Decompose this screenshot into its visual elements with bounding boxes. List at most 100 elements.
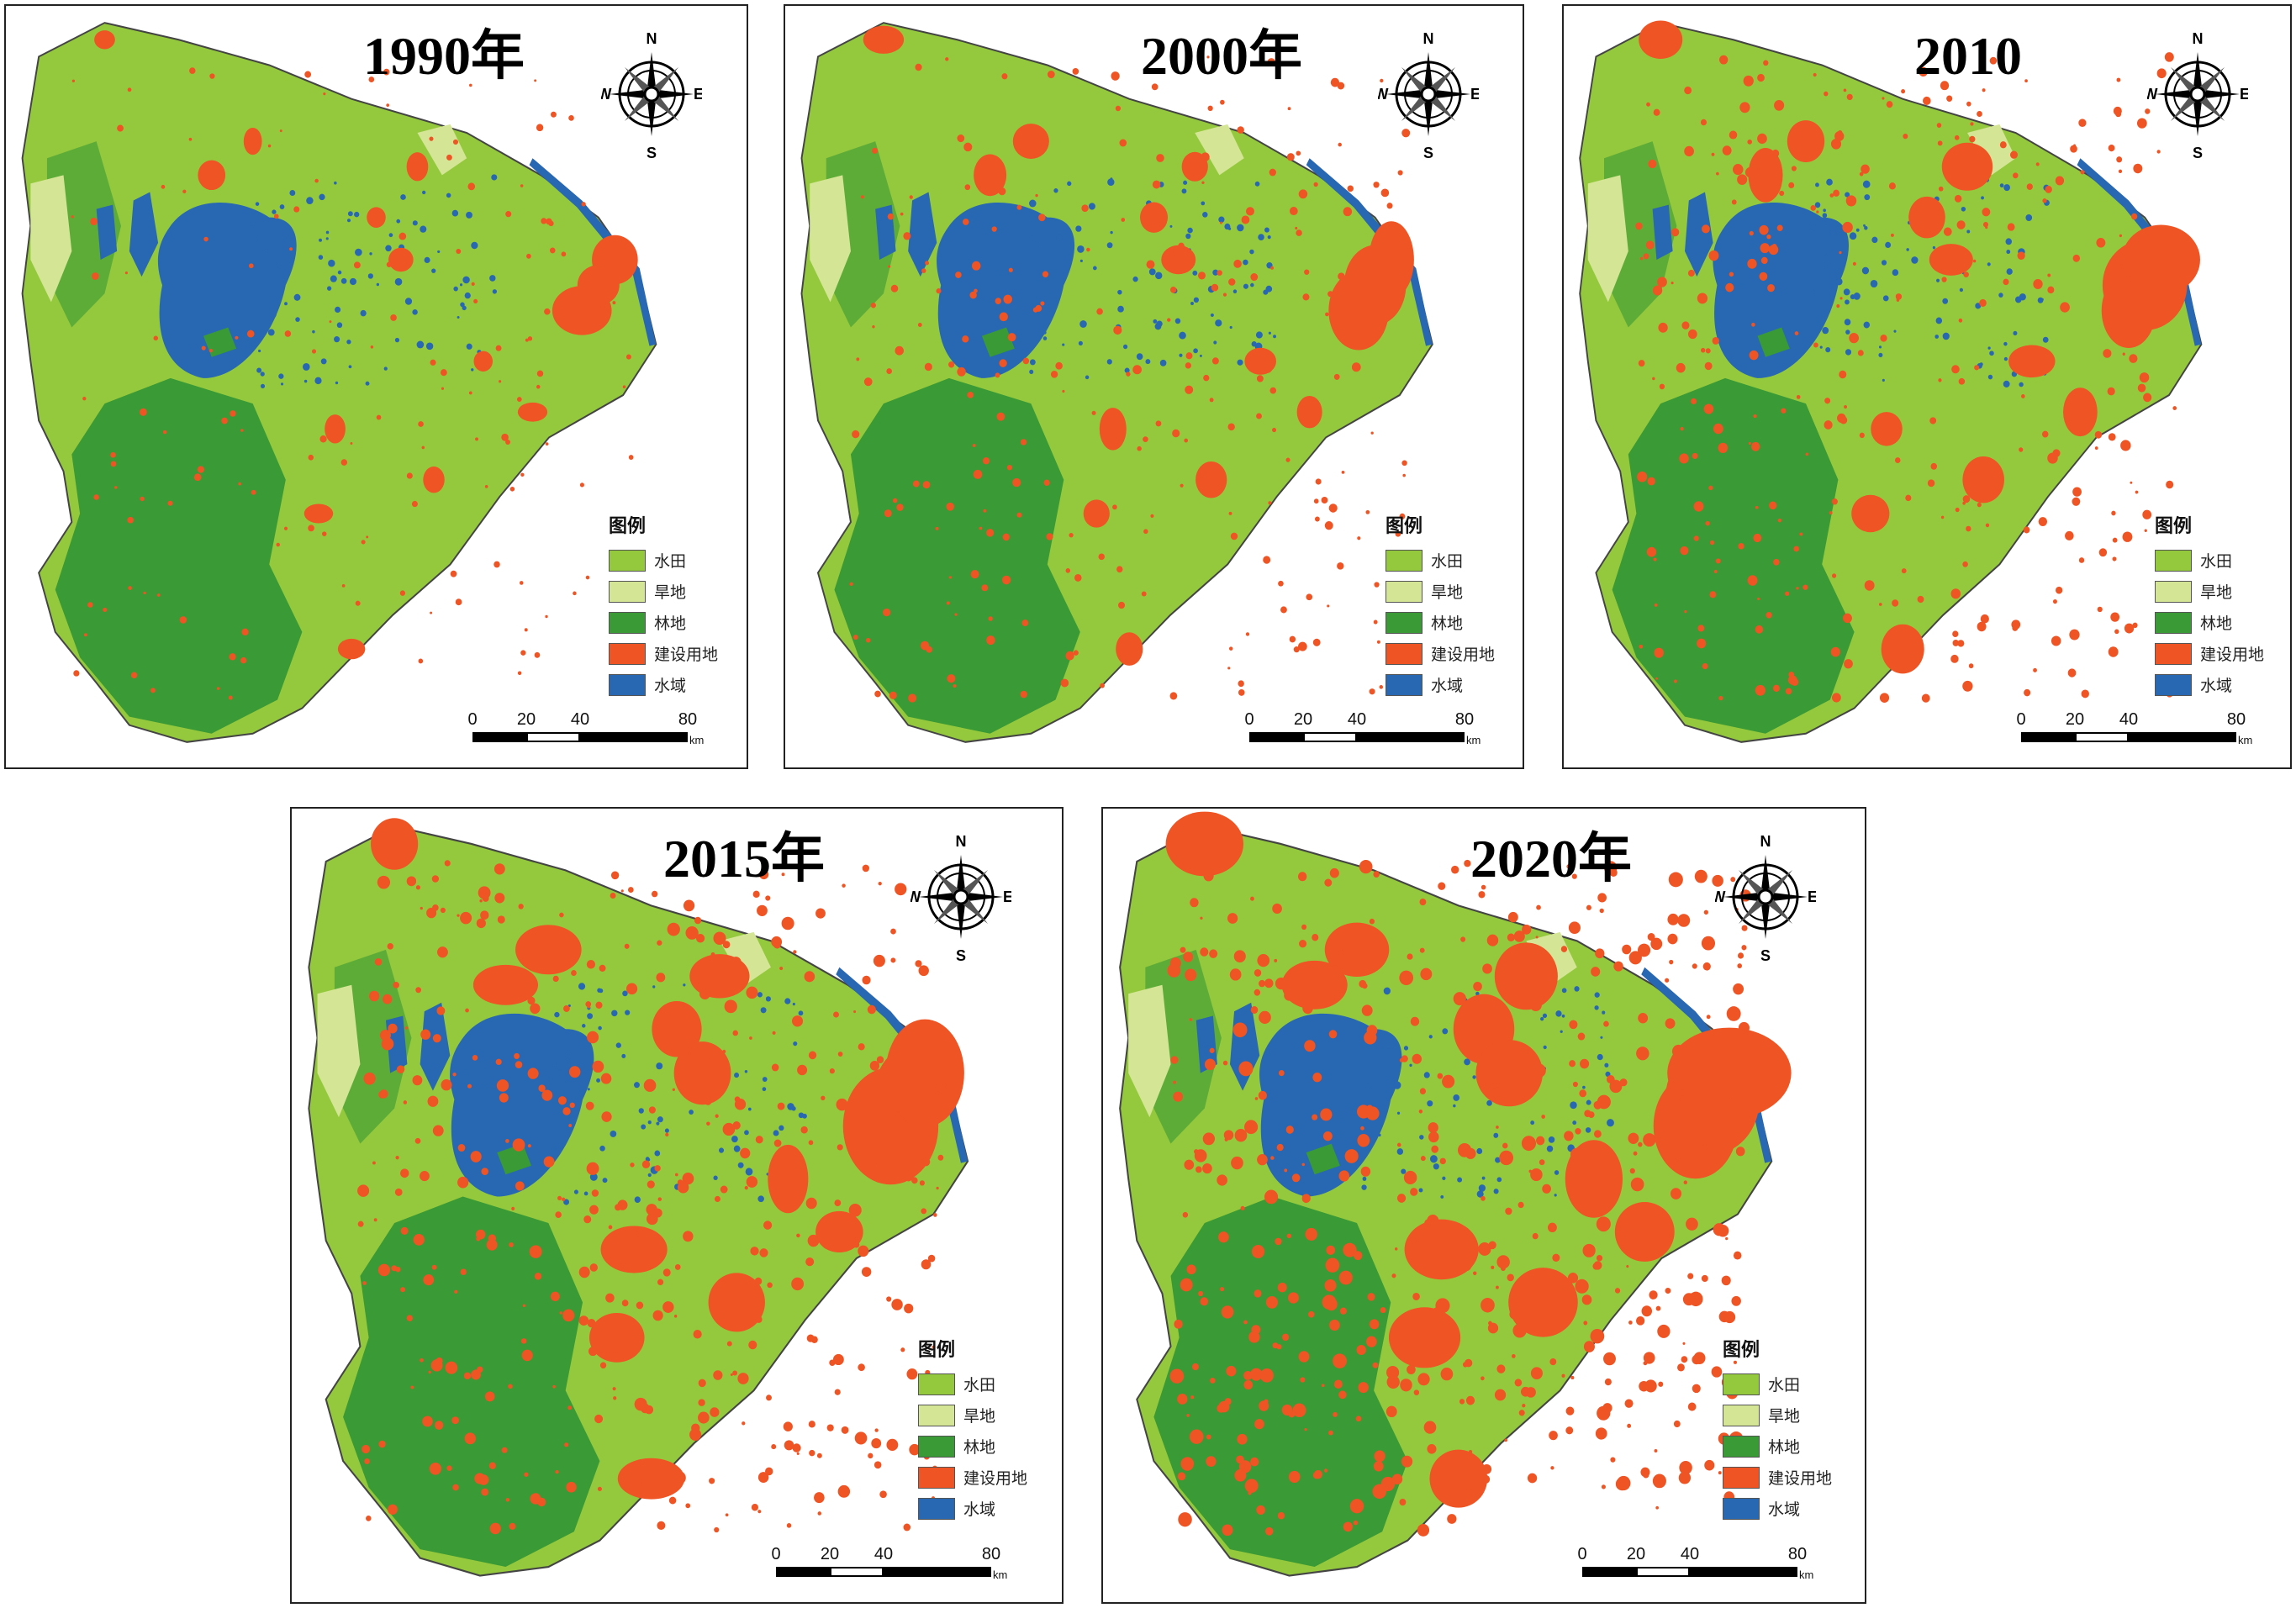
legend-swatch (2155, 642, 2192, 665)
svg-text:N: N (1760, 833, 1771, 850)
built-up-areas (357, 818, 964, 1535)
land-use-map (800, 22, 1433, 743)
lake-island (981, 327, 1015, 357)
legend-swatch (1386, 549, 1422, 572)
legend-item: 水域 (1723, 1493, 1832, 1524)
svg-text:S: S (647, 145, 657, 161)
lake-west-1 (129, 192, 159, 277)
legend-label: 旱地 (2200, 583, 2233, 602)
legend-swatch (918, 1497, 955, 1520)
compass-rose-icon: N S E W (2147, 30, 2248, 161)
scale-tick: 20 (516, 710, 536, 729)
dry-land-west (317, 984, 361, 1118)
scale-unit: km (1466, 734, 1481, 746)
legend-label: 建设用地 (2200, 646, 2265, 664)
svg-text:W: W (601, 86, 612, 103)
scale-unit: km (993, 1568, 1008, 1581)
legend-swatch (1723, 1373, 1760, 1395)
scale-tick: 0 (771, 1545, 781, 1563)
scale-bar: 0 20 40 80 km (467, 710, 720, 749)
lake-main (1259, 1013, 1402, 1197)
svg-text:S: S (2193, 145, 2203, 161)
legend-swatch (918, 1373, 955, 1395)
legend-label: 林地 (654, 614, 687, 633)
legend-label: 林地 (963, 1438, 996, 1457)
lake-west-2 (96, 204, 118, 260)
legend-swatch (1386, 580, 1422, 603)
dry-land-west (810, 175, 851, 303)
svg-text:E: E (1003, 888, 1011, 905)
scale-tick: 80 (981, 1545, 1001, 1563)
built-up-areas (71, 30, 638, 700)
svg-text:W: W (910, 888, 921, 905)
legend-swatch (609, 673, 646, 696)
legend-title: 图例 (918, 1340, 956, 1361)
lake-island (1757, 327, 1790, 357)
legend-label: 林地 (1768, 1438, 1801, 1457)
compass-rose-icon: N S E W (1715, 833, 1816, 964)
map-legend: 图例 水田 旱地 林地 建设用地 水域 (2155, 511, 2264, 700)
scale-tick: 80 (678, 710, 698, 729)
legend-label: 水域 (963, 1500, 996, 1519)
scale-tick: 80 (1454, 710, 1475, 729)
scale-tick: 0 (1577, 1545, 1587, 1563)
compass-rose-icon: N S E W (601, 30, 702, 161)
scale-bar: 0 20 40 80 km (2016, 710, 2268, 749)
legend-label: 水田 (2200, 552, 2233, 571)
legend-swatch (1723, 1466, 1760, 1489)
lake-main (937, 203, 1075, 378)
scale-bar: 0 20 40 80 km (771, 1545, 1023, 1584)
map-legend: 图例 水田 旱地 林地 建设用地 水域 (1723, 1335, 1832, 1524)
dry-land-north (1967, 124, 2016, 176)
legend-label: 水域 (1431, 677, 1464, 695)
scattered-water (251, 174, 498, 389)
legend-label: 水田 (1768, 1376, 1801, 1394)
svg-text:S: S (1423, 145, 1433, 161)
legend-item: 水田 (918, 1368, 1027, 1400)
built-up-areas (1635, 20, 2200, 703)
map-legend: 图例 水田 旱地 林地 建设用地 水域 (1386, 511, 1495, 700)
legend-item: 水域 (609, 669, 718, 700)
dry-land-west (1128, 984, 1171, 1118)
dry-land-north (1195, 124, 1244, 176)
svg-text:N: N (1423, 30, 1434, 47)
forest-south (1153, 1196, 1408, 1568)
scale-tick: 80 (2226, 710, 2246, 729)
svg-text:S: S (1760, 947, 1771, 964)
scale-tick: 40 (570, 710, 590, 729)
scale-tick: 40 (1680, 1545, 1700, 1563)
legend-swatch (918, 1435, 955, 1458)
legend-item: 旱地 (1386, 576, 1495, 607)
legend-label: 水域 (2200, 677, 2233, 695)
legend-label: 建设用地 (1431, 646, 1496, 664)
lake-island (497, 1143, 531, 1175)
legend-swatch (2155, 580, 2192, 603)
legend-item: 水田 (1386, 545, 1495, 576)
scale-tick: 0 (2016, 710, 2026, 729)
legend-swatch (609, 580, 646, 603)
forest-south (343, 1196, 600, 1568)
scale-tick: 40 (1347, 710, 1367, 729)
legend-swatch (1386, 642, 1422, 665)
svg-text:E: E (1808, 888, 1816, 905)
lake-west-2 (1196, 1015, 1217, 1073)
forest-south (1612, 377, 1855, 734)
legend-item: 水田 (609, 545, 718, 576)
legend-label: 水域 (1768, 1500, 1801, 1519)
legend-item: 水域 (918, 1493, 1027, 1524)
legend-item: 旱地 (918, 1400, 1027, 1431)
legend-label: 水域 (654, 677, 687, 695)
legend-label: 旱地 (1768, 1407, 1801, 1426)
forest-west (334, 949, 412, 1144)
land-use-map (308, 818, 969, 1577)
legend-item: 水域 (1386, 669, 1495, 700)
lake-island (1306, 1143, 1340, 1175)
land-use-map (21, 22, 657, 743)
legend-swatch (609, 611, 646, 634)
legend-item: 旱地 (609, 576, 718, 607)
svg-text:W: W (1378, 86, 1389, 103)
scale-tick: 40 (2119, 710, 2139, 729)
legend-title: 图例 (609, 516, 647, 537)
forest-south (55, 377, 303, 734)
